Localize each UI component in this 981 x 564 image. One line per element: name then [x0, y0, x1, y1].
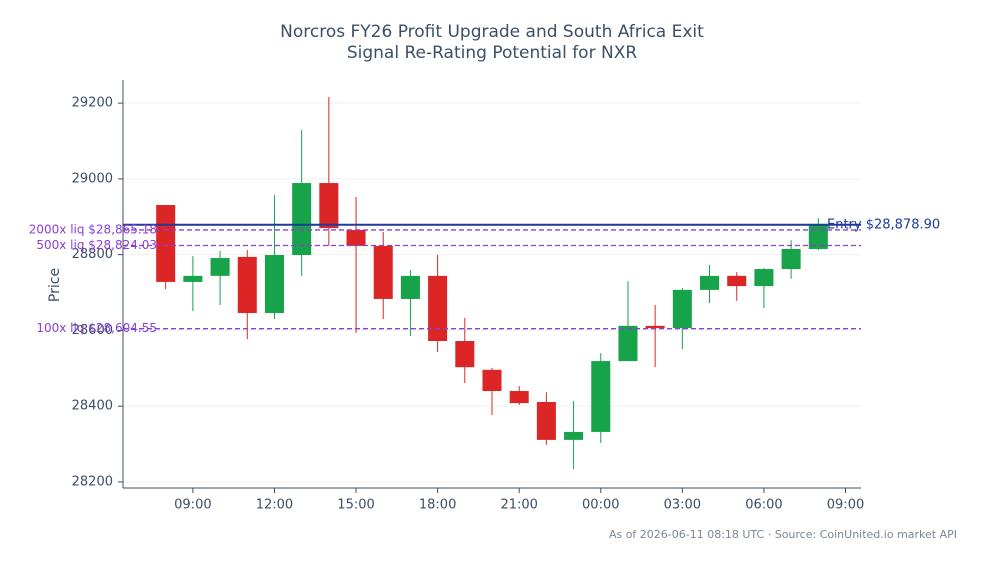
- y-tick-label: 29000: [72, 171, 113, 186]
- y-axis-label: Price: [47, 268, 63, 302]
- x-tick-label: 09:00: [174, 498, 211, 513]
- candle-body: [700, 275, 720, 290]
- candle-body: [292, 183, 312, 256]
- reference-label: Entry $28,878.90: [827, 217, 940, 232]
- x-tick-label: 18:00: [419, 498, 456, 513]
- candle-body: [400, 275, 420, 299]
- y-tick-label: 28200: [72, 474, 113, 489]
- x-tick-label: 00:00: [582, 498, 619, 513]
- candle-body: [564, 431, 584, 440]
- candle-body: [781, 248, 801, 270]
- y-tick-label: 28800: [72, 247, 113, 262]
- candle-body: [156, 205, 176, 282]
- candle-body: [319, 183, 339, 229]
- x-tick-label: 09:00: [827, 498, 864, 513]
- candle-body: [727, 275, 747, 287]
- y-tick-label: 28600: [72, 323, 113, 338]
- candle-body: [645, 325, 665, 329]
- reference-label: 100x liq $28,604.55: [36, 321, 157, 335]
- candle-body: [237, 256, 257, 313]
- x-tick-label: 12:00: [256, 498, 293, 513]
- y-tick-label: 29200: [72, 96, 113, 111]
- candle-body: [210, 258, 230, 276]
- candle-body: [618, 325, 638, 362]
- chart-title: Norcros FY26 Profit Upgrade and South Af…: [280, 22, 704, 42]
- y-tick-label: 28400: [72, 399, 113, 414]
- candle-body: [754, 269, 774, 287]
- x-tick-label: 15:00: [337, 498, 374, 513]
- candle-body: [264, 255, 284, 313]
- reference-label: 500x liq $28,824.03: [36, 238, 157, 252]
- candle-body: [346, 230, 366, 246]
- x-tick-label: 21:00: [500, 498, 537, 513]
- x-tick-label: 06:00: [745, 498, 782, 513]
- reference-label: 2000x liq $28,865.18: [29, 222, 157, 236]
- candle-body: [482, 369, 502, 392]
- x-tick-label: 03:00: [664, 498, 701, 513]
- candle-body: [672, 289, 692, 329]
- candle-body: [373, 245, 393, 299]
- footer: As of 2026-06-11 08:18 UTC · Source: Coi…: [609, 528, 957, 541]
- candle-body: [455, 341, 475, 368]
- candle-body: [428, 275, 448, 342]
- candle-body: [509, 391, 529, 404]
- candle-body: [183, 275, 203, 282]
- candle-body: [536, 402, 556, 440]
- chart-title: Signal Re-Rating Potential for NXR: [347, 43, 637, 63]
- candle-body: [591, 361, 611, 432]
